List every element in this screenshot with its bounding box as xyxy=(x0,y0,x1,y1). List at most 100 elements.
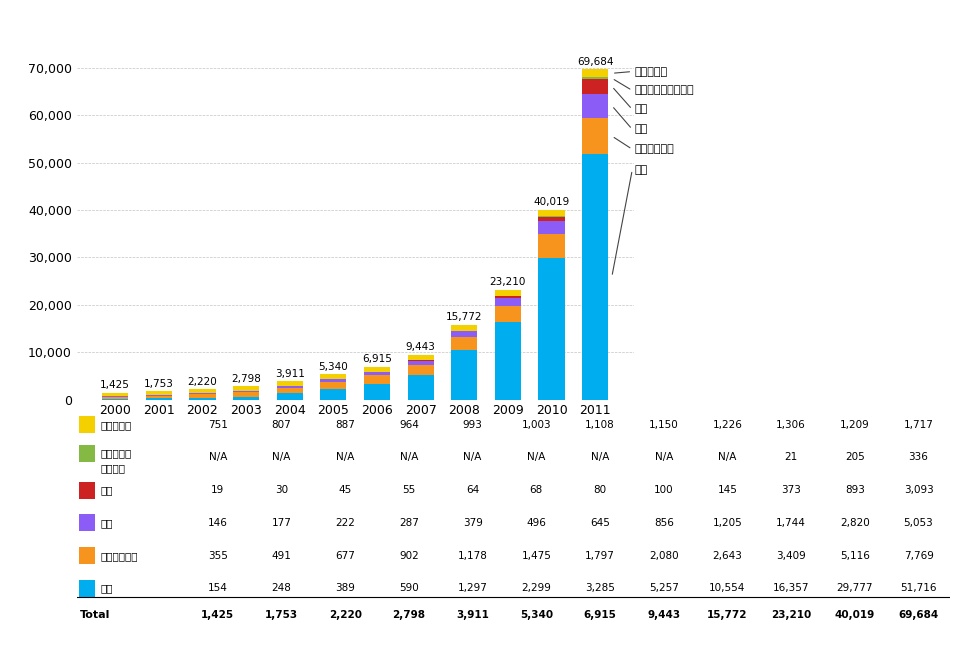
Text: N/A: N/A xyxy=(208,452,227,462)
Bar xyxy=(494,306,521,322)
Bar xyxy=(276,394,302,400)
Text: 9,443: 9,443 xyxy=(647,610,681,620)
Text: N/A: N/A xyxy=(655,452,673,462)
Bar xyxy=(146,396,172,398)
Text: その他の国: その他の国 xyxy=(101,420,132,430)
Text: 5,340: 5,340 xyxy=(519,610,553,620)
Bar xyxy=(539,234,564,259)
Text: 9,443: 9,443 xyxy=(406,343,436,352)
Text: 1,178: 1,178 xyxy=(458,551,488,561)
Text: 1,226: 1,226 xyxy=(712,420,742,430)
Text: 2,820: 2,820 xyxy=(840,518,870,528)
Text: 491: 491 xyxy=(272,551,292,561)
Bar xyxy=(539,221,564,234)
Bar xyxy=(582,118,609,155)
Text: 5,116: 5,116 xyxy=(840,551,870,561)
Text: 2,299: 2,299 xyxy=(521,584,551,593)
Text: 30: 30 xyxy=(275,485,288,495)
Text: 993: 993 xyxy=(463,420,483,430)
Bar xyxy=(364,367,390,372)
Bar xyxy=(582,79,609,94)
Text: 1,797: 1,797 xyxy=(585,551,615,561)
Text: 69,684: 69,684 xyxy=(577,57,613,67)
Bar xyxy=(321,379,347,382)
Text: 80: 80 xyxy=(593,485,607,495)
Text: 3,093: 3,093 xyxy=(903,485,933,495)
Text: 2,798: 2,798 xyxy=(393,610,425,620)
Bar xyxy=(80,514,95,531)
Text: 336: 336 xyxy=(908,452,928,462)
Bar xyxy=(80,580,95,597)
Bar xyxy=(539,217,564,221)
Text: 893: 893 xyxy=(845,485,865,495)
Bar xyxy=(494,297,521,306)
Bar xyxy=(408,365,434,375)
Bar xyxy=(146,391,172,395)
Text: 248: 248 xyxy=(272,584,292,593)
Text: 1,150: 1,150 xyxy=(649,420,679,430)
Bar xyxy=(494,322,521,400)
Text: 1,717: 1,717 xyxy=(903,420,933,430)
Text: 645: 645 xyxy=(590,518,610,528)
Bar xyxy=(321,388,347,400)
Bar xyxy=(102,397,129,399)
Text: 40,019: 40,019 xyxy=(534,198,569,208)
Text: 807: 807 xyxy=(272,420,292,430)
Text: 177: 177 xyxy=(272,518,292,528)
Text: 2,643: 2,643 xyxy=(712,551,742,561)
Bar xyxy=(189,398,216,400)
Text: 51,716: 51,716 xyxy=(900,584,937,593)
Text: 2,220: 2,220 xyxy=(187,377,217,386)
Text: 1,475: 1,475 xyxy=(521,551,551,561)
Bar xyxy=(539,259,564,400)
Bar xyxy=(364,384,390,400)
Bar xyxy=(451,325,477,331)
Text: アフリカ: アフリカ xyxy=(101,463,126,473)
Bar xyxy=(321,382,347,388)
Text: 887: 887 xyxy=(335,420,355,430)
Bar xyxy=(80,445,95,462)
Text: 19: 19 xyxy=(211,485,225,495)
Bar xyxy=(451,350,477,400)
Text: 55: 55 xyxy=(402,485,416,495)
Bar xyxy=(539,215,564,217)
Bar xyxy=(494,296,521,297)
Text: 5,257: 5,257 xyxy=(649,584,679,593)
Text: 1,753: 1,753 xyxy=(265,610,299,620)
Bar xyxy=(233,392,259,397)
Bar xyxy=(80,417,95,434)
Text: 中国: 中国 xyxy=(635,104,648,115)
Bar xyxy=(321,374,347,379)
Bar xyxy=(80,547,95,564)
Bar xyxy=(539,210,564,215)
Text: 1,297: 1,297 xyxy=(458,584,488,593)
Text: 3,911: 3,911 xyxy=(456,610,489,620)
Text: 902: 902 xyxy=(399,551,419,561)
Text: N/A: N/A xyxy=(336,452,354,462)
Text: 米国: 米国 xyxy=(101,518,113,528)
Text: 355: 355 xyxy=(208,551,228,561)
Text: 964: 964 xyxy=(399,420,419,430)
Text: 146: 146 xyxy=(208,518,228,528)
Text: その他の国: その他の国 xyxy=(635,67,667,77)
Text: 15,772: 15,772 xyxy=(446,312,483,322)
Text: 1,205: 1,205 xyxy=(712,518,742,528)
Text: 222: 222 xyxy=(335,518,355,528)
Text: 677: 677 xyxy=(335,551,355,561)
Text: 1,425: 1,425 xyxy=(100,381,131,390)
Bar xyxy=(364,373,390,375)
Text: 1,744: 1,744 xyxy=(777,518,806,528)
Text: 69,684: 69,684 xyxy=(899,610,939,620)
Text: 29,777: 29,777 xyxy=(836,584,873,593)
Text: 373: 373 xyxy=(781,485,801,495)
Text: 856: 856 xyxy=(654,518,674,528)
Text: 米国: 米国 xyxy=(635,124,648,134)
Bar xyxy=(408,375,434,400)
Text: 64: 64 xyxy=(466,485,479,495)
Text: 154: 154 xyxy=(208,584,228,593)
Text: N/A: N/A xyxy=(718,452,736,462)
Text: 2,220: 2,220 xyxy=(328,610,362,620)
Bar xyxy=(451,331,477,337)
Text: 100: 100 xyxy=(654,485,674,495)
Bar xyxy=(102,399,129,400)
